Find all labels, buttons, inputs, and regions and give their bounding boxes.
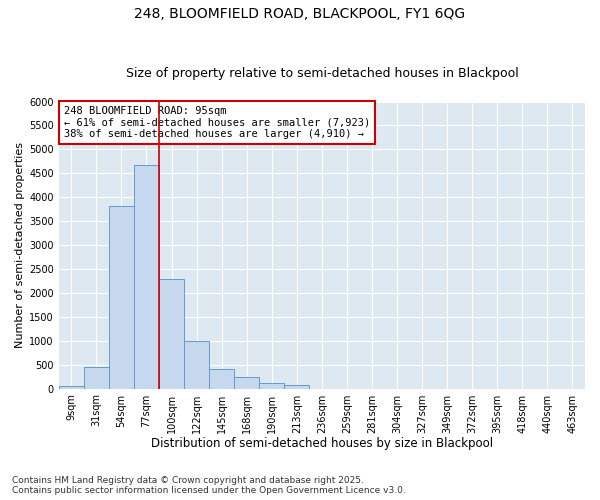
Title: Size of property relative to semi-detached houses in Blackpool: Size of property relative to semi-detach…	[125, 66, 518, 80]
Bar	[59, 386, 84, 388]
Bar	[134, 164, 159, 388]
Bar	[109, 206, 134, 388]
Bar	[209, 370, 234, 388]
Text: 248 BLOOMFIELD ROAD: 95sqm
← 61% of semi-detached houses are smaller (7,923)
38%: 248 BLOOMFIELD ROAD: 95sqm ← 61% of semi…	[64, 106, 370, 139]
Y-axis label: Number of semi-detached properties: Number of semi-detached properties	[15, 142, 25, 348]
Bar	[184, 340, 209, 388]
Bar	[284, 385, 310, 388]
Text: Contains HM Land Registry data © Crown copyright and database right 2025.
Contai: Contains HM Land Registry data © Crown c…	[12, 476, 406, 495]
Bar	[259, 384, 284, 388]
X-axis label: Distribution of semi-detached houses by size in Blackpool: Distribution of semi-detached houses by …	[151, 437, 493, 450]
Bar	[234, 377, 259, 388]
Bar	[84, 367, 109, 388]
Text: 248, BLOOMFIELD ROAD, BLACKPOOL, FY1 6QG: 248, BLOOMFIELD ROAD, BLACKPOOL, FY1 6QG	[134, 8, 466, 22]
Bar	[159, 278, 184, 388]
